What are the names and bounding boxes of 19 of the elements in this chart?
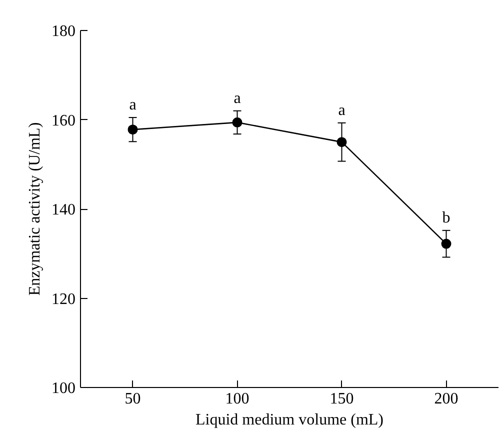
y-tick-label: 120 [52,290,76,308]
x-tick-label: 50 [124,390,141,408]
y-tick-label: 180 [52,23,76,40]
annotation: a [338,102,346,119]
point [232,117,242,128]
y-tick-label: 160 [52,112,76,130]
x-tick-label: 150 [330,390,354,408]
x-tick-label: 200 [434,390,458,408]
point [336,137,347,148]
x-axis-title: Liquid medium volume (mL) [196,412,384,428]
annotation: a [234,90,241,107]
x-tick-label: 100 [225,390,250,408]
y-axis-title: Enzymatic activity (U/mL) [26,122,44,296]
annotation: b [442,209,450,226]
y-tick-label: 100 [52,380,76,397]
y-tick-label: 140 [52,202,76,218]
point [128,124,138,135]
annotation: a [129,96,136,114]
point [441,238,452,249]
